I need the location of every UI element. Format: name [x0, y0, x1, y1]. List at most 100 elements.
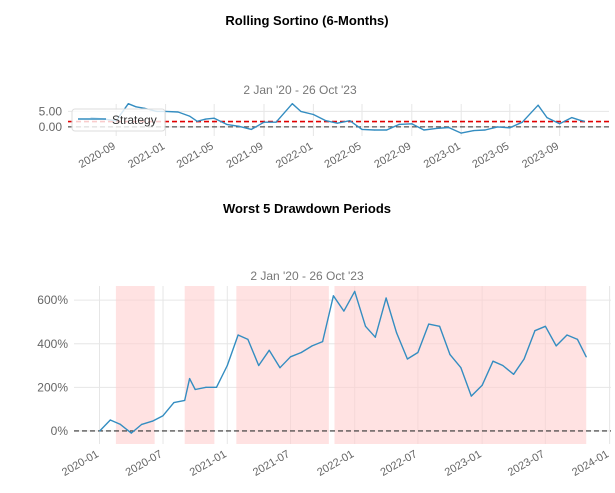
data-point — [460, 367, 462, 369]
sortino-plot: 2020-09 2021-01 2021-05 2021-09 2022-01 2022-… — [39, 103, 609, 171]
data-point — [583, 120, 585, 122]
data-point — [484, 129, 486, 131]
data-point — [354, 290, 356, 293]
data-point — [135, 106, 137, 108]
data-point — [555, 345, 557, 347]
data-point — [396, 332, 398, 334]
data-point — [205, 386, 207, 388]
data-point — [385, 297, 387, 299]
y-tick-label: 5.00 — [39, 104, 63, 118]
data-point — [194, 388, 196, 391]
data-point — [373, 129, 376, 131]
x-tick-label: 2024-01 — [570, 448, 611, 479]
data-point — [196, 120, 198, 122]
y-tick-label: 0.00 — [39, 120, 63, 134]
data-point — [130, 432, 132, 434]
data-point — [435, 127, 438, 130]
data-point — [374, 336, 376, 338]
y-tick-label: 0% — [51, 424, 69, 438]
y-tick-label: 400% — [37, 337, 68, 351]
chart1-title: Rolling Sortino (6-Months) — [225, 13, 388, 28]
data-point — [311, 345, 313, 347]
data-point — [411, 123, 413, 125]
data-point — [162, 415, 164, 417]
x-tick-label: 2021-07 — [251, 448, 292, 479]
data-point — [537, 104, 539, 106]
data-point — [275, 121, 277, 123]
data-point — [423, 129, 425, 131]
data-point — [300, 351, 302, 354]
data-point — [512, 373, 515, 375]
data-point — [250, 128, 253, 130]
x-tick-label: 2023-09 — [520, 140, 561, 171]
x-tick-label: 2022-09 — [372, 140, 413, 171]
data-point — [438, 325, 441, 327]
data-point — [470, 395, 472, 397]
x-tick-label: 2020-07 — [124, 448, 165, 479]
drawdown-period-shade — [115, 286, 155, 444]
data-point — [291, 103, 293, 105]
data-point — [127, 103, 129, 105]
data-point — [417, 351, 419, 354]
chart2-subtitle: 2 Jan '20 - 26 Oct '23 — [250, 269, 364, 283]
data-point — [289, 356, 292, 358]
x-tick-label: 2022-01 — [274, 140, 315, 171]
data-point — [448, 126, 450, 129]
data-point — [571, 117, 573, 119]
data-point — [364, 325, 367, 327]
chart1-subtitle: 2 Jan '20 - 26 Oct '23 — [243, 83, 357, 97]
data-point — [578, 119, 581, 121]
data-point — [546, 117, 548, 119]
data-point — [263, 121, 265, 123]
data-point — [544, 325, 546, 327]
data-point — [247, 338, 249, 340]
data-point — [188, 115, 191, 117]
data-point — [226, 123, 228, 126]
data-point — [226, 364, 228, 367]
legend: Strategy — [71, 108, 166, 132]
data-point — [576, 338, 579, 340]
x-tick-label: 2020-09 — [77, 140, 118, 171]
data-point — [534, 330, 536, 332]
data-point — [502, 364, 504, 367]
data-point — [300, 110, 302, 113]
x-tick-label: 2021-09 — [225, 140, 266, 171]
x-tick-label: 2023-07 — [506, 448, 547, 479]
y-tick-label: 600% — [37, 293, 68, 307]
y-tick-label: 200% — [37, 380, 68, 394]
data-point — [521, 121, 523, 123]
drawdown-plot: 2020-01 2020-07 2021-01 2021-07 2022-01 2022-… — [37, 286, 611, 479]
x-tick-label: 2022-07 — [378, 448, 419, 479]
data-point — [361, 128, 363, 130]
data-point — [141, 423, 143, 425]
data-point — [177, 111, 179, 113]
data-point — [585, 356, 587, 358]
data-point — [398, 123, 400, 126]
data-point — [205, 118, 207, 120]
drawdown-period-shade — [184, 286, 215, 444]
legend-box — [71, 108, 166, 132]
data-point — [349, 120, 351, 122]
x-tick-label: 2022-05 — [323, 140, 364, 171]
series-line — [99, 290, 587, 434]
data-point — [258, 364, 260, 367]
data-point — [386, 129, 388, 131]
data-point — [188, 378, 191, 380]
x-tick-label: 2021-01 — [188, 448, 229, 479]
data-point — [237, 334, 239, 336]
data-point — [449, 354, 451, 356]
data-point — [336, 122, 338, 124]
data-point — [184, 399, 186, 402]
data-point — [312, 113, 314, 116]
data-point — [268, 349, 270, 351]
series-line — [91, 103, 585, 134]
data-point — [279, 367, 281, 369]
data-point — [566, 334, 568, 336]
data-point — [99, 430, 101, 432]
x-tick-label: 2023-05 — [470, 140, 511, 171]
data-point — [332, 295, 335, 297]
chart2-title: Worst 5 Drawdown Periods — [223, 201, 391, 216]
data-point — [428, 323, 430, 325]
data-point — [213, 117, 215, 119]
